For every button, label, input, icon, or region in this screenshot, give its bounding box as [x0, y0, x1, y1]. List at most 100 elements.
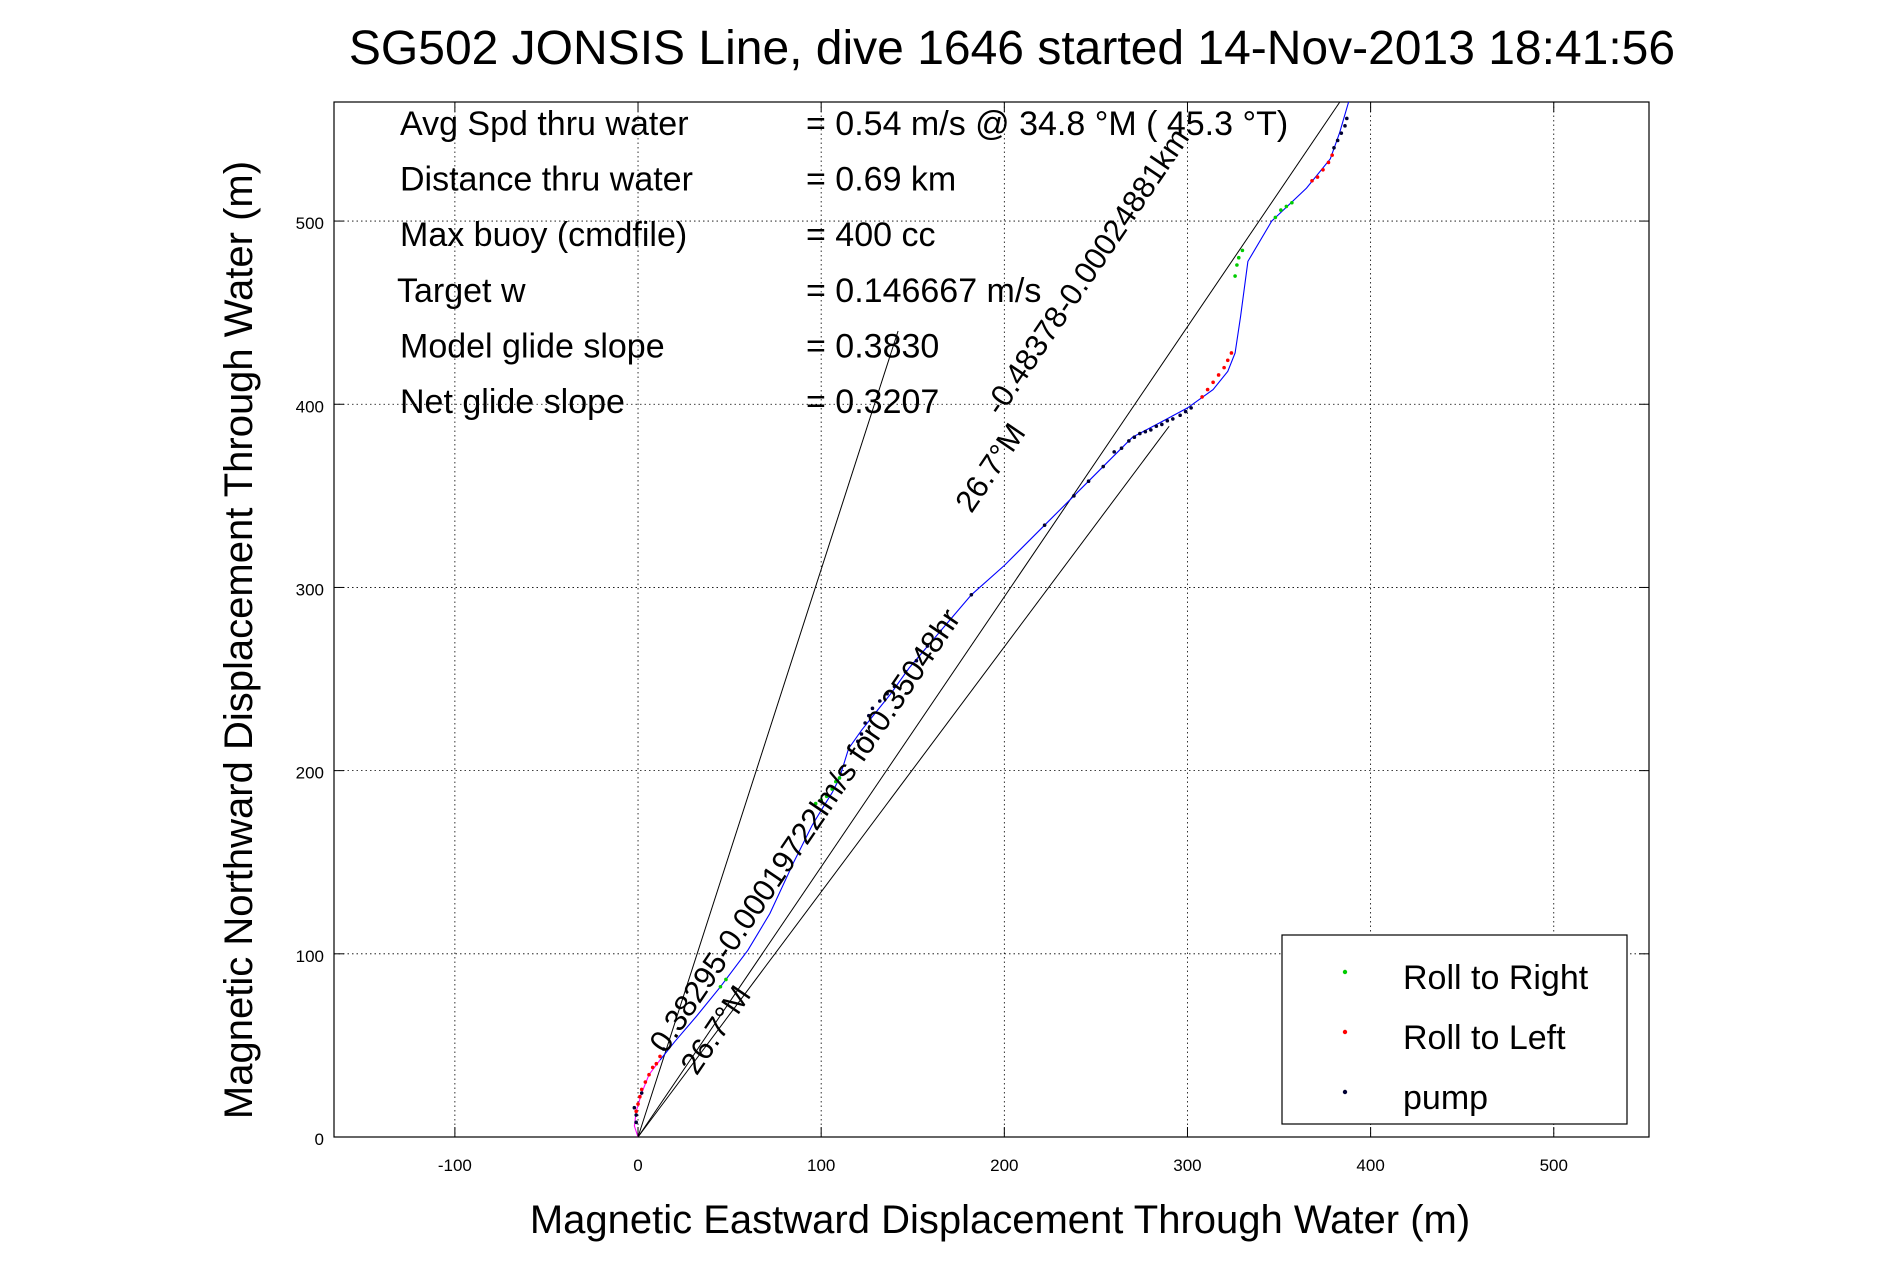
- x-axis-label: Magnetic Eastward Displacement Through W…: [530, 1198, 1470, 1242]
- pump-marker: [859, 732, 864, 736]
- roll-to-right-marker: [830, 787, 834, 791]
- roll-to-left-marker: [1326, 160, 1331, 165]
- roll-to-right-marker: [1284, 204, 1289, 209]
- y-tick-label: 0: [315, 1130, 324, 1149]
- roll-to-right-marker: [1273, 215, 1278, 220]
- pump-marker: [969, 592, 974, 597]
- pump-marker: [1086, 479, 1091, 483]
- pump-marker: [877, 699, 882, 703]
- roll-to-left-marker: [1310, 178, 1314, 183]
- pump-marker: [1119, 446, 1124, 451]
- x-tick-label: 300: [1173, 1156, 1201, 1175]
- pump-marker: [1149, 428, 1153, 432]
- pump-marker: [1171, 417, 1175, 421]
- pump-marker: [1183, 409, 1188, 414]
- pump-marker: [870, 706, 875, 711]
- legend: Roll to Right Roll to Left pump: [1281, 934, 1628, 1125]
- reference-line: [637, 330, 899, 1138]
- x-tick-label: 500: [1540, 1156, 1568, 1175]
- legend-label: Roll to Left: [1403, 1019, 1566, 1057]
- stat-label: Distance thru water: [400, 161, 693, 199]
- y-axis-label: Magnetic Northward Displacement Through …: [217, 161, 261, 1119]
- pump-marker: [1335, 138, 1340, 143]
- reference-lines: [637, 101, 1341, 1138]
- roll-to-right-marker: [1235, 263, 1239, 267]
- x-tick-label: 0: [633, 1156, 642, 1175]
- pump-marker: [634, 1120, 638, 1125]
- roll-to-left-marker: [639, 1087, 644, 1092]
- pump-marker: [1143, 429, 1148, 434]
- roll-to-right-marker: [724, 977, 728, 982]
- pump-marker: [1339, 131, 1344, 135]
- pump-marker: [634, 1113, 638, 1117]
- pump-marker: [1072, 494, 1076, 498]
- roll-to-right-marker: [813, 801, 818, 806]
- roll-to-left-marker: [643, 1080, 648, 1084]
- roll-to-left-marker: [1222, 365, 1226, 370]
- pump-marker: [1042, 523, 1047, 527]
- pump-marker: [1189, 406, 1193, 410]
- pump-marker: [632, 1105, 637, 1110]
- reference-line: [637, 101, 1341, 1138]
- x-tick-label: 100: [807, 1156, 835, 1175]
- pump-marker: [1138, 431, 1142, 436]
- grid-lines: [334, 102, 1649, 1138]
- roll-to-left-marker: [1225, 358, 1230, 363]
- roll-to-left-marker: [1321, 167, 1325, 172]
- pump-marker: [938, 629, 943, 634]
- roll-to-right-marker: [1279, 208, 1283, 212]
- pump-marker: [903, 669, 908, 674]
- stat-label: Avg Spd thru water: [400, 105, 689, 143]
- stat-value: = 0.69 km: [806, 161, 956, 199]
- pump-marker: [1343, 124, 1347, 128]
- pump-marker: [863, 721, 867, 725]
- roll-to-left-marker: [650, 1065, 655, 1070]
- roll-to-right-marker: [1233, 274, 1237, 278]
- pump-marker: [1154, 424, 1159, 429]
- x-tick-label: -100: [438, 1156, 472, 1175]
- stat-label: Max buoy (cmdfile): [400, 216, 687, 254]
- roll-to-left-marker: [1330, 153, 1334, 157]
- pump-marker: [1132, 435, 1137, 440]
- pump-marker: [639, 1091, 644, 1095]
- y-tick-label: 200: [296, 764, 324, 783]
- legend-marker: [1342, 969, 1348, 975]
- stat-label: Net glide slope: [400, 383, 625, 421]
- stat-value: = 0.146667 m/s: [806, 272, 1041, 310]
- x-tick-label: 200: [990, 1156, 1018, 1175]
- roll-to-right-marker: [718, 984, 723, 989]
- stats-box: Avg Spd thru water = 0.54 m/s @ 34.8 °M (…: [397, 105, 1288, 421]
- pump-marker: [856, 739, 860, 744]
- pump-marker: [866, 713, 871, 718]
- legend-label: pump: [1403, 1079, 1488, 1117]
- roll-to-left-marker: [1216, 373, 1221, 377]
- pump-marker: [1101, 464, 1106, 469]
- pump-marker: [1345, 116, 1349, 121]
- roll-to-left-marker: [654, 1061, 659, 1066]
- roll-to-right-marker: [1290, 200, 1294, 205]
- pump-marker: [661, 1047, 666, 1051]
- roll-to-left-marker: [658, 1054, 662, 1059]
- roll-to-right-marker: [834, 779, 838, 784]
- stat-label: Model glide slope: [400, 327, 665, 365]
- pump-marker: [914, 658, 919, 663]
- y-tick-label: 100: [296, 947, 324, 966]
- pump-marker: [1178, 413, 1182, 418]
- pump-marker: [892, 684, 897, 689]
- roll-to-right-marker: [824, 794, 829, 799]
- roll-to-right-marker: [837, 776, 842, 780]
- roll-to-left-marker: [1229, 351, 1234, 355]
- roll-to-left-marker: [1200, 395, 1204, 399]
- stat-label: Target w: [397, 272, 526, 310]
- annotations: 0.38295-0.00019722lm/s for0.35048hr 26.7°…: [642, 122, 1196, 1081]
- pump-marker: [1127, 439, 1131, 443]
- pump-marker: [1160, 422, 1164, 427]
- plot-area-frame: [333, 101, 1650, 1138]
- slope-annotation: 0.38295-0.00019722lm/s for0.35048hr: [642, 602, 967, 1058]
- track-line: [633, 1059, 661, 1138]
- pump-marker: [1165, 418, 1170, 423]
- pump-marker: [1332, 145, 1336, 150]
- roll-to-right-marker: [1240, 248, 1245, 253]
- legend-marker: [1342, 1029, 1348, 1035]
